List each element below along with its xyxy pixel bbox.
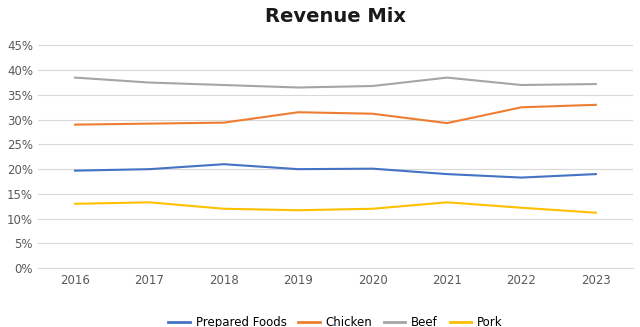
Pork — [443, 200, 451, 204]
Pork — [294, 208, 302, 212]
Prepared Foods — [145, 167, 153, 171]
Prepared Foods — [71, 169, 79, 173]
Pork — [145, 200, 153, 204]
Pork — [592, 211, 600, 215]
Chicken — [592, 103, 600, 107]
Beef — [220, 83, 228, 87]
Chicken — [220, 121, 228, 125]
Pork — [369, 207, 376, 211]
Pork — [220, 207, 228, 211]
Prepared Foods — [592, 172, 600, 176]
Chicken — [369, 112, 376, 116]
Chicken — [518, 105, 525, 109]
Beef — [443, 76, 451, 79]
Beef — [294, 86, 302, 90]
Beef — [592, 82, 600, 86]
Beef — [518, 83, 525, 87]
Chicken — [71, 123, 79, 127]
Chicken — [145, 122, 153, 126]
Prepared Foods — [518, 176, 525, 180]
Pork — [71, 202, 79, 206]
Pork — [518, 206, 525, 210]
Legend: Prepared Foods, Chicken, Beef, Pork: Prepared Foods, Chicken, Beef, Pork — [164, 312, 507, 327]
Prepared Foods — [369, 167, 376, 171]
Beef — [71, 76, 79, 79]
Chicken — [443, 121, 451, 125]
Line: Chicken: Chicken — [75, 105, 596, 125]
Chicken — [294, 110, 302, 114]
Line: Pork: Pork — [75, 202, 596, 213]
Beef — [369, 84, 376, 88]
Prepared Foods — [220, 162, 228, 166]
Title: Revenue Mix: Revenue Mix — [265, 7, 406, 26]
Line: Beef: Beef — [75, 77, 596, 88]
Prepared Foods — [294, 167, 302, 171]
Line: Prepared Foods: Prepared Foods — [75, 164, 596, 178]
Beef — [145, 80, 153, 84]
Prepared Foods — [443, 172, 451, 176]
